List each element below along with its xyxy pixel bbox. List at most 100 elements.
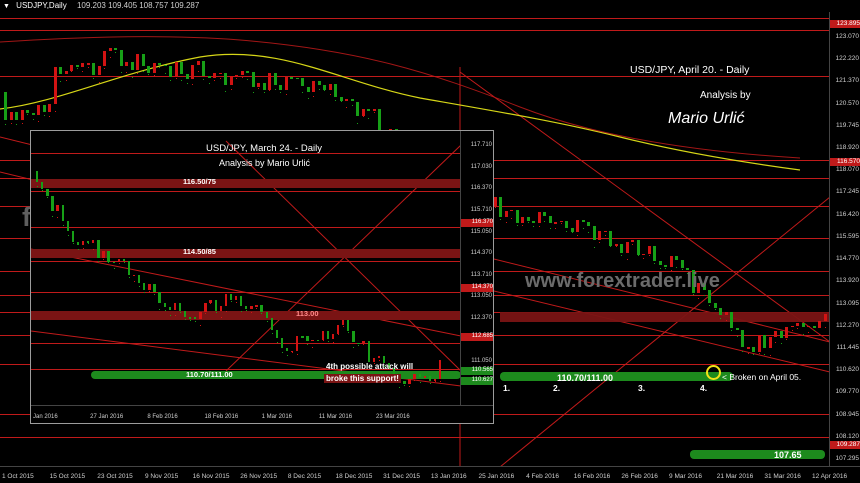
marker-circle-icon (706, 365, 721, 380)
price-tick: 108.120 (835, 432, 860, 440)
price-highlight-label: 109.287 (830, 441, 860, 449)
price-tick: 117.245 (835, 188, 859, 196)
price-tick: 120.570 (835, 99, 860, 107)
price-tick: 116.420 (835, 210, 859, 218)
time-tick: 18 Dec 2015 (335, 473, 373, 480)
support-main-label: 110.70/111.00 (557, 373, 614, 383)
price-tick: 123.070 (835, 33, 860, 40)
price-tick: 115.595 (835, 232, 859, 240)
inset-price-highlight: 116.370 (461, 219, 493, 227)
price-tick: 119.745 (835, 121, 859, 129)
quote-values: 109.203 109.405 108.757 109.287 (76, 1, 200, 10)
attack-number-4: 4. (700, 383, 708, 393)
price-line (0, 30, 830, 31)
inset-resistance-zone-3 (31, 311, 461, 320)
inset-price-tick: 113.050 (470, 293, 492, 300)
inset-price-tick: 112.370 (470, 315, 492, 322)
price-tick: 118.920 (835, 144, 859, 152)
time-tick: 13 Jan 2016 (430, 473, 467, 480)
main-author: Mario Urlić (668, 110, 745, 127)
price-tick: 118.070 (835, 166, 859, 174)
inset-zone-label-1: 116.50/75 (183, 177, 216, 186)
main-plot-area[interactable]: forextrader.live www.forextrader.live US… (0, 12, 830, 467)
inset-price-highlight: 110.565 (461, 367, 493, 375)
inset-time-scale[interactable]: Jan 2016 27 Jan 2016 8 Feb 2016 18 Feb 2016… (31, 405, 493, 423)
inset-price-tick: 117.030 (470, 163, 492, 170)
inset-time-tick: 8 Feb 2016 (147, 414, 178, 420)
time-tick: 16 Nov 2015 (192, 473, 230, 480)
resistance-zone (500, 312, 830, 322)
time-tick: 1 Oct 2015 (2, 473, 34, 480)
inset-price-tick: 115.710 (470, 206, 492, 213)
price-scale[interactable]: 123.070 122.220 121.370 120.570 119.745 118.9… (829, 12, 860, 467)
price-line (0, 76, 830, 77)
time-tick: 26 Feb 2016 (621, 473, 658, 480)
inset-price-highlight: 112.685 (461, 333, 493, 341)
attack-number-1: 1. (503, 383, 511, 393)
inset-price-line (31, 191, 461, 192)
time-tick: 31 Dec 2015 (383, 473, 421, 480)
inset-plot-area: 116.50/75 114.50/85 113.00 110.70/111.00… (31, 131, 461, 406)
support-zone-107 (690, 450, 825, 459)
chart-status-bar: ▼ USDJPY,Daily 109.203 109.405 108.757 1… (0, 0, 860, 12)
attack-number-3: 3. (638, 383, 646, 393)
time-tick: 15 Oct 2015 (49, 473, 86, 480)
time-tick: 12 Apr 2016 (812, 473, 848, 480)
inset-time-tick: 27 Jan 2016 (90, 414, 124, 420)
symbol-label: USDJPY,Daily (16, 1, 67, 10)
inset-title: USD/JPY, March 24. - Daily (206, 143, 322, 154)
price-tick: 110.620 (835, 366, 859, 374)
time-tick: 4 Feb 2016 (526, 473, 559, 480)
time-tick: 21 Mar 2016 (716, 473, 754, 480)
inset-subtitle: Analysis by Mario Urlić (219, 158, 311, 168)
inset-price-tick: 116.370 (470, 185, 492, 192)
support-zone-110 (500, 372, 733, 381)
price-line (0, 18, 830, 19)
price-tick: 107.295 (835, 455, 860, 462)
price-tick: 112.270 (835, 321, 859, 329)
price-tick: 113.095 (835, 299, 859, 307)
inset-price-scale[interactable]: 117.710 117.030 116.370 115.710 115.050 114.3… (460, 131, 493, 406)
price-tick: 113.920 (835, 277, 859, 285)
inset-resistance-zone-1 (31, 179, 461, 188)
price-tick: 111.445 (836, 343, 859, 351)
inset-note-line1: 4th possible attack will (326, 362, 414, 371)
main-subtitle: Analysis by (700, 90, 751, 101)
time-tick: 8 Dec 2015 (287, 473, 322, 480)
inset-chart[interactable]: 116.50/75 114.50/85 113.00 110.70/111.00… (30, 130, 494, 424)
inset-price-line (31, 369, 461, 370)
inset-price-line (31, 153, 461, 154)
time-tick: 26 Nov 2015 (240, 473, 278, 480)
triangle-down-icon[interactable]: ▼ (3, 3, 10, 10)
time-tick: 23 Oct 2015 (97, 473, 133, 480)
inset-price-line (31, 261, 461, 262)
broken-note: < Broken on April 05. (722, 372, 802, 382)
price-line (0, 437, 830, 438)
price-tick: 114.770 (835, 255, 859, 263)
inset-price-highlight: 114.370 (461, 284, 493, 292)
price-tick: 109.770 (835, 388, 860, 396)
price-tick: 122.220 (835, 55, 860, 63)
inset-time-tick: Jan 2016 (33, 414, 58, 420)
inset-time-tick: 23 Mar 2016 (376, 414, 410, 420)
time-tick: 9 Nov 2015 (144, 473, 179, 480)
inset-time-tick: 18 Feb 2016 (204, 414, 239, 420)
inset-price-tick: 117.710 (470, 142, 492, 148)
lower-zone-label: 107.65 (774, 450, 802, 460)
inset-time-tick: 1 Mar 2016 (261, 414, 293, 420)
inset-price-tick: 111.050 (471, 358, 492, 365)
inset-resistance-zone-2 (31, 249, 461, 258)
inset-price-tick: 115.050 (470, 228, 492, 235)
price-highlight-label: 123.895 (830, 20, 860, 28)
time-scale[interactable]: 1 Oct 2015 15 Oct 2015 23 Oct 2015 9 Nov 20… (0, 466, 860, 483)
inset-zone-label-3: 113.00 (296, 309, 319, 318)
price-tick: 108.945 (835, 410, 860, 418)
inset-time-tick: 11 Mar 2016 (318, 414, 353, 420)
attack-number-2: 2. (553, 383, 561, 393)
price-tick: 121.370 (835, 77, 860, 85)
time-tick: 16 Feb 2016 (573, 473, 611, 480)
time-tick: 31 Mar 2016 (764, 473, 801, 480)
inset-price-tick: 114.370 (470, 250, 492, 257)
inset-support-zone (91, 371, 461, 379)
